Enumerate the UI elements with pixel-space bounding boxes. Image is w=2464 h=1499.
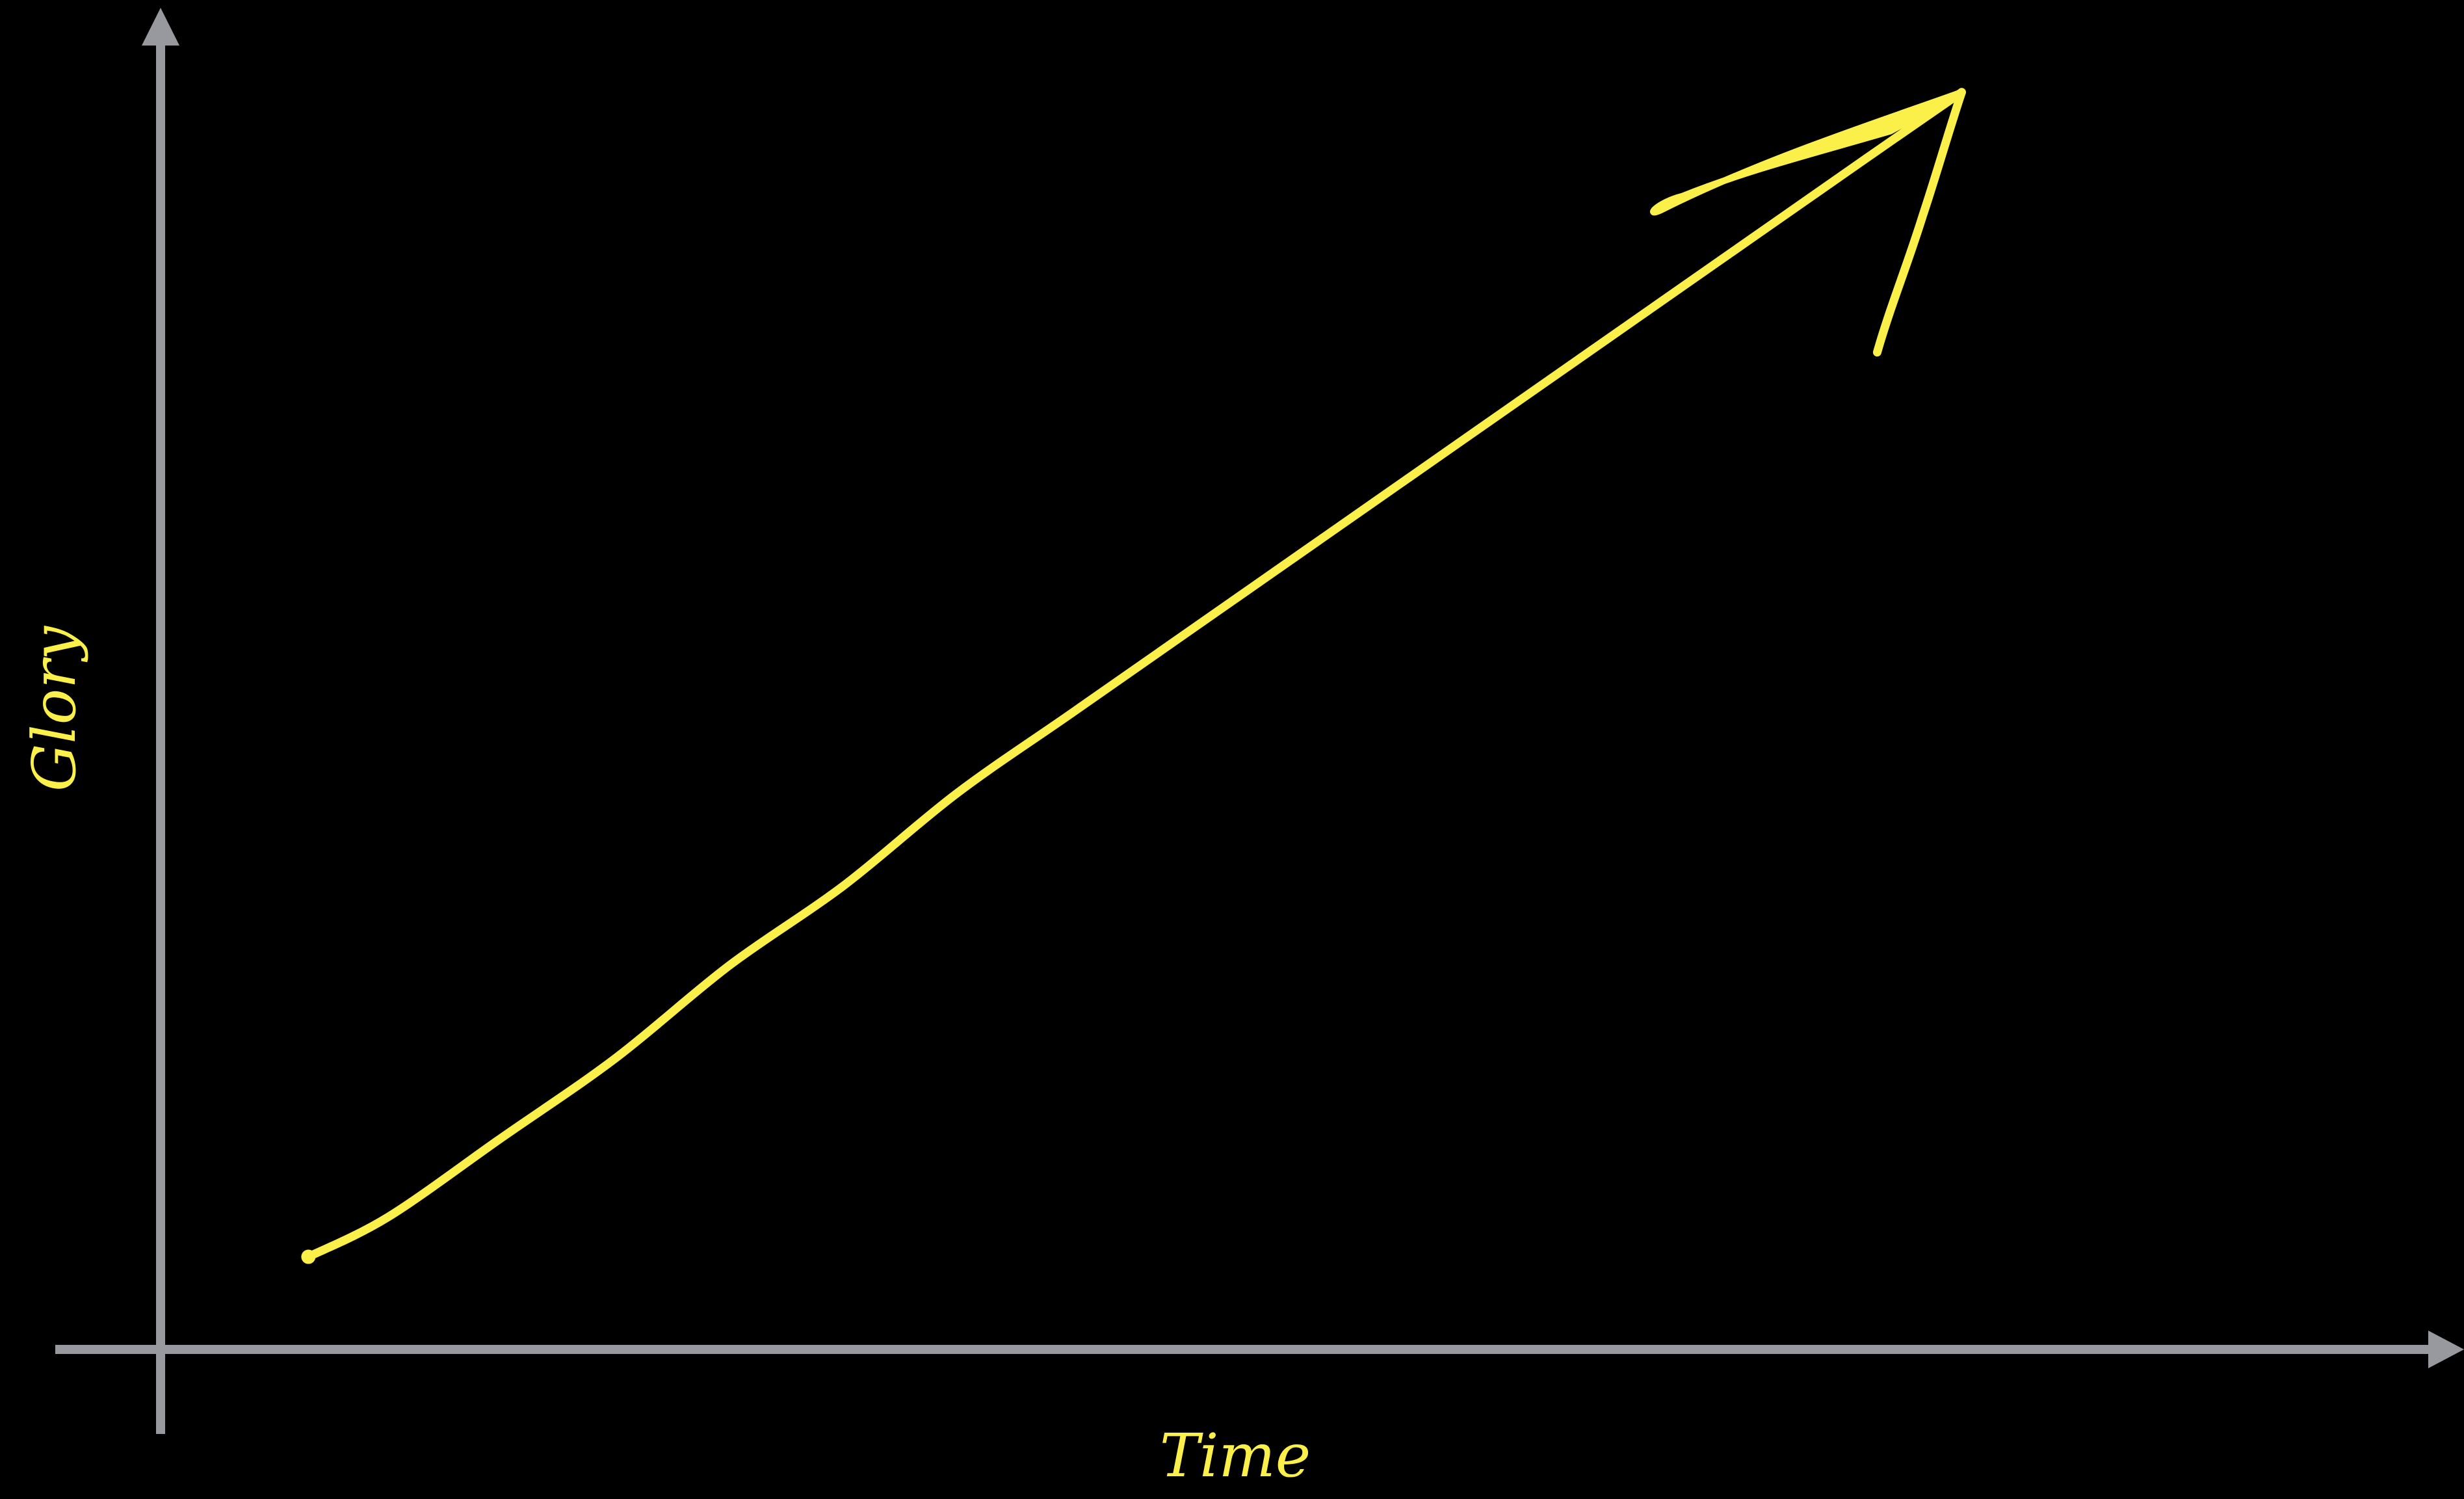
y-axis xyxy=(142,8,179,1434)
arrowhead-right-stroke xyxy=(1872,88,1966,357)
x-axis xyxy=(55,1331,2464,1368)
series-line-0 xyxy=(304,88,1966,1261)
y-axis-arrowhead xyxy=(142,8,179,46)
y-axis-label: Glory xyxy=(20,626,89,791)
series-start-point-0 xyxy=(301,1249,316,1264)
series-layer xyxy=(301,88,1966,1264)
x-axis-label: Time xyxy=(1160,1421,1311,1491)
arrowhead-left-stroke xyxy=(1650,88,1965,216)
x-axis-arrowhead xyxy=(2428,1331,2464,1368)
